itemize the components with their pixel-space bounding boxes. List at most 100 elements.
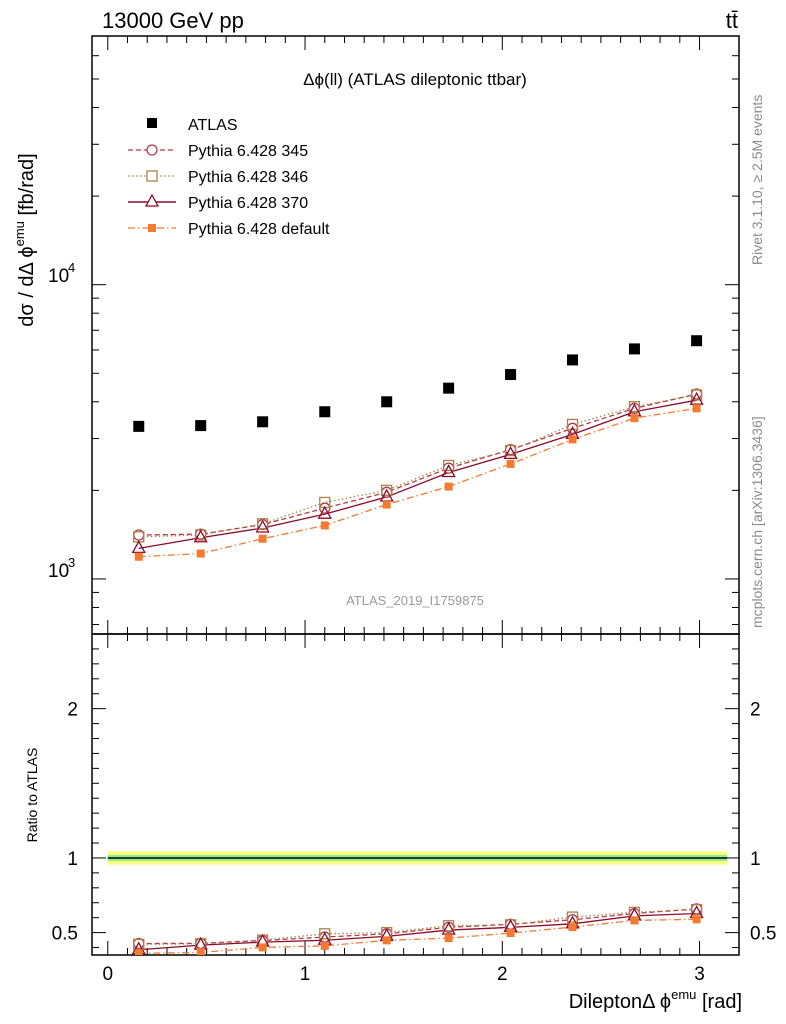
ratio-point-pythia-6-428-default [258, 943, 267, 952]
x-axis-label: DileptonΔ ϕemu [rad] [569, 987, 742, 1013]
ratio-tick-labels: 0.5 0.5 1 1 2 2 0 1 2 3 [52, 700, 777, 985]
data-point-pythia-6-428-default [692, 404, 701, 413]
ratio-y-tick-label-right: 2 [750, 700, 761, 721]
svg-text:10: 10 [48, 266, 69, 287]
rivet-note: Rivet 3.1.10, ≥ 2.5M events [749, 95, 765, 265]
ratio-point-pythia-6-428-346 [566, 911, 579, 923]
data-point-pythia-6-428-default [444, 482, 453, 491]
svg-text:10: 10 [48, 561, 69, 582]
ratio-line-pythia-6-428-370 [138, 912, 697, 951]
reference-uncertainty-band [107, 851, 728, 865]
source-note: mcplots.cern.ch [arXiv:1306.3436] [749, 416, 765, 628]
data-point-pythia-6-428-370 [689, 391, 704, 405]
main-series-markers [131, 335, 704, 561]
legend-label-pythia-346: Pythia 6.428 346 [188, 169, 308, 186]
legend-label-atlas: ATLAS [188, 117, 238, 134]
x-tick-label: 0 [102, 964, 113, 985]
ratio-point-pythia-6-428-default [506, 929, 515, 938]
data-point-pythia-6-428-370 [441, 464, 456, 478]
data-point-pythia-6-428-default [320, 521, 329, 530]
legend-label-pythia-345: Pythia 6.428 345 [188, 143, 308, 160]
ratio-frame [91, 633, 740, 956]
x-tick-label: 1 [300, 964, 311, 985]
ratio-line-pythia-6-428-346 [138, 908, 697, 946]
plot-title: Δϕ(ll) (ATLAS dileptonic ttbar) [303, 70, 527, 89]
data-point-pythia-6-428-default [568, 435, 577, 444]
ratio-point-pythia-6-428-default [444, 934, 453, 943]
legend-entry-pythia-default: Pythia 6.428 default [128, 221, 330, 238]
legend: ATLAS Pythia 6.428 345 Pythia 6.428 346 … [128, 117, 330, 238]
svg-text:4: 4 [68, 260, 75, 275]
data-point-atlas [628, 343, 640, 355]
data-point-atlas [443, 382, 455, 394]
legend-entry-atlas: ATLAS [147, 117, 238, 134]
ratio-line-pythia-6-428-345 [138, 908, 697, 945]
x-tick-label: 3 [694, 964, 705, 985]
ratio-series-markers [131, 903, 704, 955]
main-panel: Δϕ(ll) (ATLAS dileptonic ttbar) ATLAS_20… [12, 35, 740, 635]
ratio-y-axis-label: Ratio to ATLAS [24, 748, 40, 843]
data-point-pythia-6-428-346 [256, 518, 269, 530]
data-point-pythia-6-428-370 [193, 529, 208, 543]
legend-entry-pythia-346: Pythia 6.428 346 [128, 169, 308, 186]
ratio-point-pythia-6-428-default [382, 936, 391, 945]
ratio-point-pythia-6-428-default [196, 948, 205, 955]
legend-entry-pythia-345: Pythia 6.428 345 [128, 143, 308, 160]
ratio-point-pythia-6-428-346 [690, 903, 703, 916]
ratio-point-pythia-6-428-default [568, 923, 577, 932]
ratio-point-pythia-6-428-default [692, 915, 701, 924]
ratio-point-pythia-6-428-default [320, 941, 329, 950]
data-point-atlas [257, 416, 269, 428]
data-point-pythia-6-428-370 [503, 446, 518, 460]
ratio-y-tick-label-right: 0.5 [750, 924, 776, 945]
analysis-id: ATLAS_2019_I1759875 [346, 593, 484, 608]
data-point-pythia-6-428-370 [131, 540, 146, 554]
data-point-pythia-6-428-default [506, 459, 515, 468]
ratio-y-tick-label: 1 [67, 849, 78, 870]
ratio-point-pythia-6-428-346 [319, 928, 331, 940]
process-label: tt̄ [726, 8, 738, 33]
ratio-line-pythia-6-428-default [138, 918, 697, 955]
data-point-pythia-6-428-346 [381, 484, 393, 497]
energy-label: 13000 GeV pp [102, 8, 244, 33]
data-point-pythia-6-428-346 [628, 401, 641, 413]
legend-entry-pythia-370: Pythia 6.428 370 [128, 193, 308, 212]
ratio-series-lines [138, 908, 697, 955]
data-point-pythia-6-428-default [382, 500, 391, 509]
main-axis-ticks [92, 35, 739, 634]
legend-label-pythia-default: Pythia 6.428 default [188, 221, 330, 238]
data-point-atlas [505, 369, 517, 381]
data-point-pythia-6-428-370 [255, 519, 270, 533]
ratio-panel: 0.5 0.5 1 1 2 2 0 1 2 3 Ratio to ATLAS DileptonΔ … [24, 633, 777, 1013]
svg-text:3: 3 [68, 555, 75, 570]
data-point-atlas [319, 406, 331, 418]
ratio-point-pythia-6-428-346 [442, 920, 455, 932]
data-point-atlas [567, 354, 579, 366]
data-point-pythia-6-428-default [258, 534, 267, 543]
data-point-pythia-6-428-default [630, 414, 639, 423]
series-line-pythia-6-428-346 [138, 394, 697, 538]
ratio-y-tick-label-right: 1 [750, 849, 761, 870]
data-point-pythia-6-428-346 [566, 418, 579, 431]
series-line-pythia-6-428-345 [138, 393, 697, 536]
data-point-pythia-6-428-346 [442, 459, 455, 472]
data-point-atlas [691, 335, 703, 347]
legend-label-pythia-370: Pythia 6.428 370 [188, 195, 308, 212]
data-point-atlas [195, 420, 207, 432]
ratio-axis-ticks [92, 633, 739, 955]
ratio-y-tick-label: 2 [67, 700, 78, 721]
data-point-pythia-6-428-346 [690, 389, 703, 401]
ratio-point-pythia-6-428-default [630, 916, 639, 925]
data-point-pythia-6-428-370 [317, 505, 332, 519]
main-series-lines [138, 393, 697, 558]
ratio-point-pythia-6-428-default [134, 949, 143, 955]
data-point-pythia-6-428-default [134, 552, 143, 561]
data-point-atlas [381, 396, 393, 408]
series-line-pythia-6-428-default [138, 407, 697, 558]
main-y-tick-label-1e3: 103 [48, 555, 75, 582]
ratio-y-tick-label: 0.5 [52, 924, 78, 945]
x-tick-label: 2 [497, 964, 508, 985]
main-y-tick-label-1e4: 104 [48, 260, 75, 287]
data-point-atlas [133, 420, 145, 432]
